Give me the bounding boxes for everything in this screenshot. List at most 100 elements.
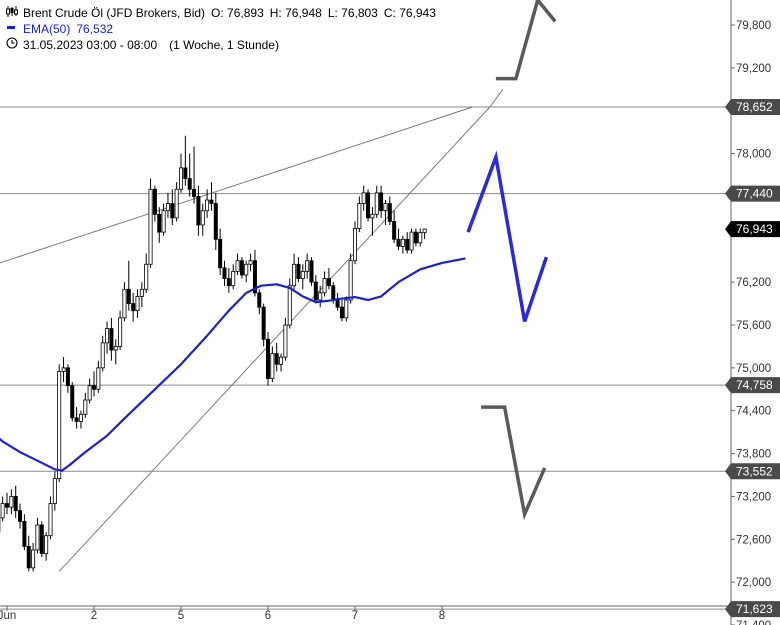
candle	[313, 275, 318, 304]
candle-body	[339, 306, 344, 319]
y-tick-label: 72,600	[736, 534, 771, 546]
candle	[0, 496, 5, 522]
candle	[139, 282, 144, 308]
candle	[226, 267, 231, 293]
candle-body	[48, 503, 53, 537]
candle-body	[52, 478, 57, 504]
level-label: 73,552	[725, 463, 780, 480]
ema-label: EMA(50)	[23, 22, 71, 36]
candle-body	[418, 232, 423, 244]
candle-body	[392, 221, 397, 240]
candle	[413, 228, 418, 247]
candle-body	[357, 203, 362, 229]
candle-body	[61, 367, 66, 372]
candle	[396, 228, 401, 250]
candle	[326, 267, 331, 290]
x-tick-label: 8	[439, 610, 445, 622]
candle	[52, 471, 57, 511]
candle-body	[300, 271, 305, 279]
open-value: O: 76,893	[211, 6, 264, 20]
price-labels: 78,652 77,440 74,758 73,552 71,623 76,943	[725, 99, 780, 618]
projection-up	[495, 0, 557, 81]
candle-body	[70, 385, 75, 419]
candle	[292, 253, 297, 290]
candle-body	[83, 399, 88, 415]
candle	[344, 296, 349, 322]
candle-body	[257, 292, 262, 308]
candle	[44, 532, 49, 561]
date-range: 31.05.2023 03:00 - 08:00	[23, 38, 158, 52]
candle	[148, 178, 153, 268]
level-label: 78,652	[725, 99, 780, 115]
candle-body	[370, 213, 375, 219]
trend-line	[489, 88, 504, 108]
candle-body	[326, 278, 331, 287]
candle	[418, 228, 423, 247]
candle	[178, 153, 183, 193]
candle-body	[170, 203, 175, 219]
level-label-text: 77,440	[736, 187, 773, 201]
candle-body	[9, 496, 14, 508]
candle-body	[270, 353, 275, 379]
candle	[196, 185, 201, 236]
candle-body	[18, 510, 23, 522]
candle-body	[65, 367, 70, 387]
low-value: L: 76,803	[327, 6, 378, 20]
candle	[305, 253, 310, 279]
candle-body	[192, 188, 197, 197]
candle	[157, 207, 162, 243]
candle-body	[22, 521, 27, 547]
level-label-bg	[725, 463, 780, 480]
candle	[74, 407, 79, 429]
candle	[174, 182, 179, 222]
level-label-text: 73,552	[736, 464, 773, 478]
candle-body	[405, 238, 410, 251]
candle-body	[157, 213, 162, 233]
projection-arrows	[466, 0, 557, 521]
candle	[161, 203, 166, 236]
candle-body	[348, 260, 353, 301]
candle-body	[283, 324, 288, 358]
candle	[96, 360, 101, 393]
candle-body	[74, 417, 79, 422]
legend-row-instrument: Brent Crude Öl (JFD Brokers, Bid) O: 76,…	[6, 5, 436, 21]
candle-body	[183, 167, 188, 179]
level-lines	[0, 106, 729, 610]
candle	[170, 189, 175, 225]
candle	[283, 317, 288, 361]
candle-body	[44, 535, 49, 554]
candle	[70, 382, 75, 422]
candle-body	[78, 413, 83, 422]
candle-body	[279, 356, 284, 365]
y-tick-label: 71,400	[736, 620, 771, 625]
candle-body	[213, 203, 218, 240]
candle	[318, 285, 323, 308]
candle-body	[135, 296, 140, 312]
candle-body	[100, 342, 105, 369]
candle	[126, 260, 131, 311]
candle	[218, 228, 223, 275]
candle	[379, 185, 384, 218]
candle-body	[165, 203, 170, 212]
candle	[100, 335, 105, 372]
ema-line	[0, 257, 466, 472]
candle	[370, 207, 375, 236]
candle	[339, 300, 344, 322]
candle	[13, 485, 18, 518]
candle-body	[292, 263, 297, 287]
candle	[131, 292, 136, 322]
candle-body	[196, 196, 201, 226]
candle-body	[296, 263, 301, 279]
candle	[35, 517, 40, 554]
candle-body	[313, 281, 318, 301]
candle	[235, 253, 240, 275]
candle-body	[361, 192, 366, 204]
candle	[144, 253, 149, 293]
candle	[209, 182, 214, 211]
x-tick-label: Jun	[0, 610, 16, 622]
candle-body	[209, 199, 214, 204]
candle-body	[205, 199, 210, 212]
y-tick-label: 73,200	[736, 491, 771, 503]
candle	[309, 257, 314, 286]
